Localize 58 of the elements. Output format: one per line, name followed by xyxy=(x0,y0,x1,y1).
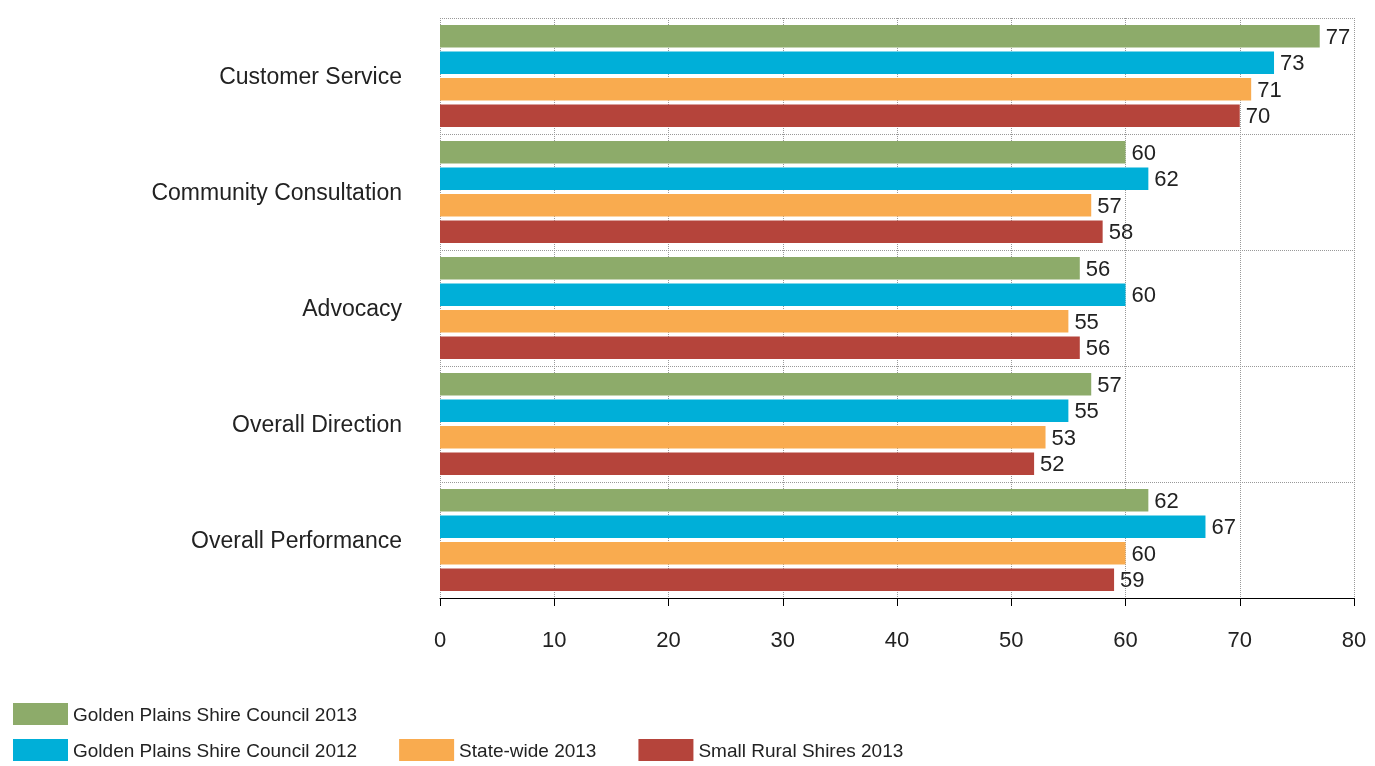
bar xyxy=(440,220,1103,244)
bar xyxy=(440,568,1115,592)
bar xyxy=(440,488,1149,512)
bar xyxy=(440,256,1080,280)
bar xyxy=(440,78,1252,101)
x-tick-label: 30 xyxy=(770,626,795,652)
bar xyxy=(440,24,1320,48)
legend-label: Golden Plains Shire Council 2012 xyxy=(73,739,358,761)
legend-label: State-wide 2013 xyxy=(459,739,597,761)
data-label: 60 xyxy=(1131,139,1156,165)
bar xyxy=(440,167,1149,190)
x-tick-label: 50 xyxy=(999,626,1024,652)
data-label: 71 xyxy=(1257,76,1282,102)
data-label: 60 xyxy=(1131,282,1156,308)
bar xyxy=(440,51,1275,74)
y-tick-label: Community Consultation xyxy=(151,179,402,205)
bar xyxy=(440,542,1126,565)
bar xyxy=(440,140,1126,164)
data-label: 55 xyxy=(1074,398,1099,424)
data-label: 67 xyxy=(1211,514,1236,540)
data-label: 58 xyxy=(1108,219,1134,245)
x-tick-label: 10 xyxy=(542,626,567,652)
legend-label: Small Rural Shires 2013 xyxy=(698,739,904,761)
y-tick-label: Customer Service xyxy=(219,63,402,89)
x-tick-label: 20 xyxy=(656,626,681,652)
data-label: 53 xyxy=(1051,424,1077,450)
data-label: 73 xyxy=(1280,50,1305,76)
data-label: 62 xyxy=(1154,487,1179,513)
x-tick-label: 60 xyxy=(1113,626,1138,652)
x-tick-label: 40 xyxy=(884,626,910,652)
bar xyxy=(440,515,1206,538)
bar xyxy=(440,194,1092,217)
bar xyxy=(440,426,1046,449)
data-label: 57 xyxy=(1097,371,1122,397)
x-tick-label: 0 xyxy=(433,626,447,652)
data-label: 55 xyxy=(1074,308,1099,334)
data-label: 70 xyxy=(1245,103,1271,129)
bar xyxy=(440,399,1069,422)
x-tick-label: 70 xyxy=(1227,626,1252,652)
bar xyxy=(440,283,1126,306)
bar xyxy=(440,452,1035,476)
y-tick-label: Overall Performance xyxy=(191,527,402,553)
data-label: 52 xyxy=(1040,451,1065,477)
x-tick-label: 80 xyxy=(1341,626,1367,652)
data-label: 62 xyxy=(1154,166,1179,192)
data-label: 60 xyxy=(1131,540,1156,566)
bar xyxy=(440,310,1069,333)
data-label: 56 xyxy=(1085,255,1111,281)
bar xyxy=(440,336,1080,360)
data-label: 57 xyxy=(1097,192,1122,218)
y-tick-label: Overall Direction xyxy=(232,411,402,437)
data-label: 77 xyxy=(1325,23,1351,49)
y-tick-label: Advocacy xyxy=(302,295,403,321)
bar xyxy=(440,104,1240,128)
data-label: 56 xyxy=(1085,335,1111,361)
data-label: 59 xyxy=(1120,567,1145,593)
bar xyxy=(440,372,1092,396)
legend-label: Golden Plains Shire Council 2013 xyxy=(73,703,358,725)
